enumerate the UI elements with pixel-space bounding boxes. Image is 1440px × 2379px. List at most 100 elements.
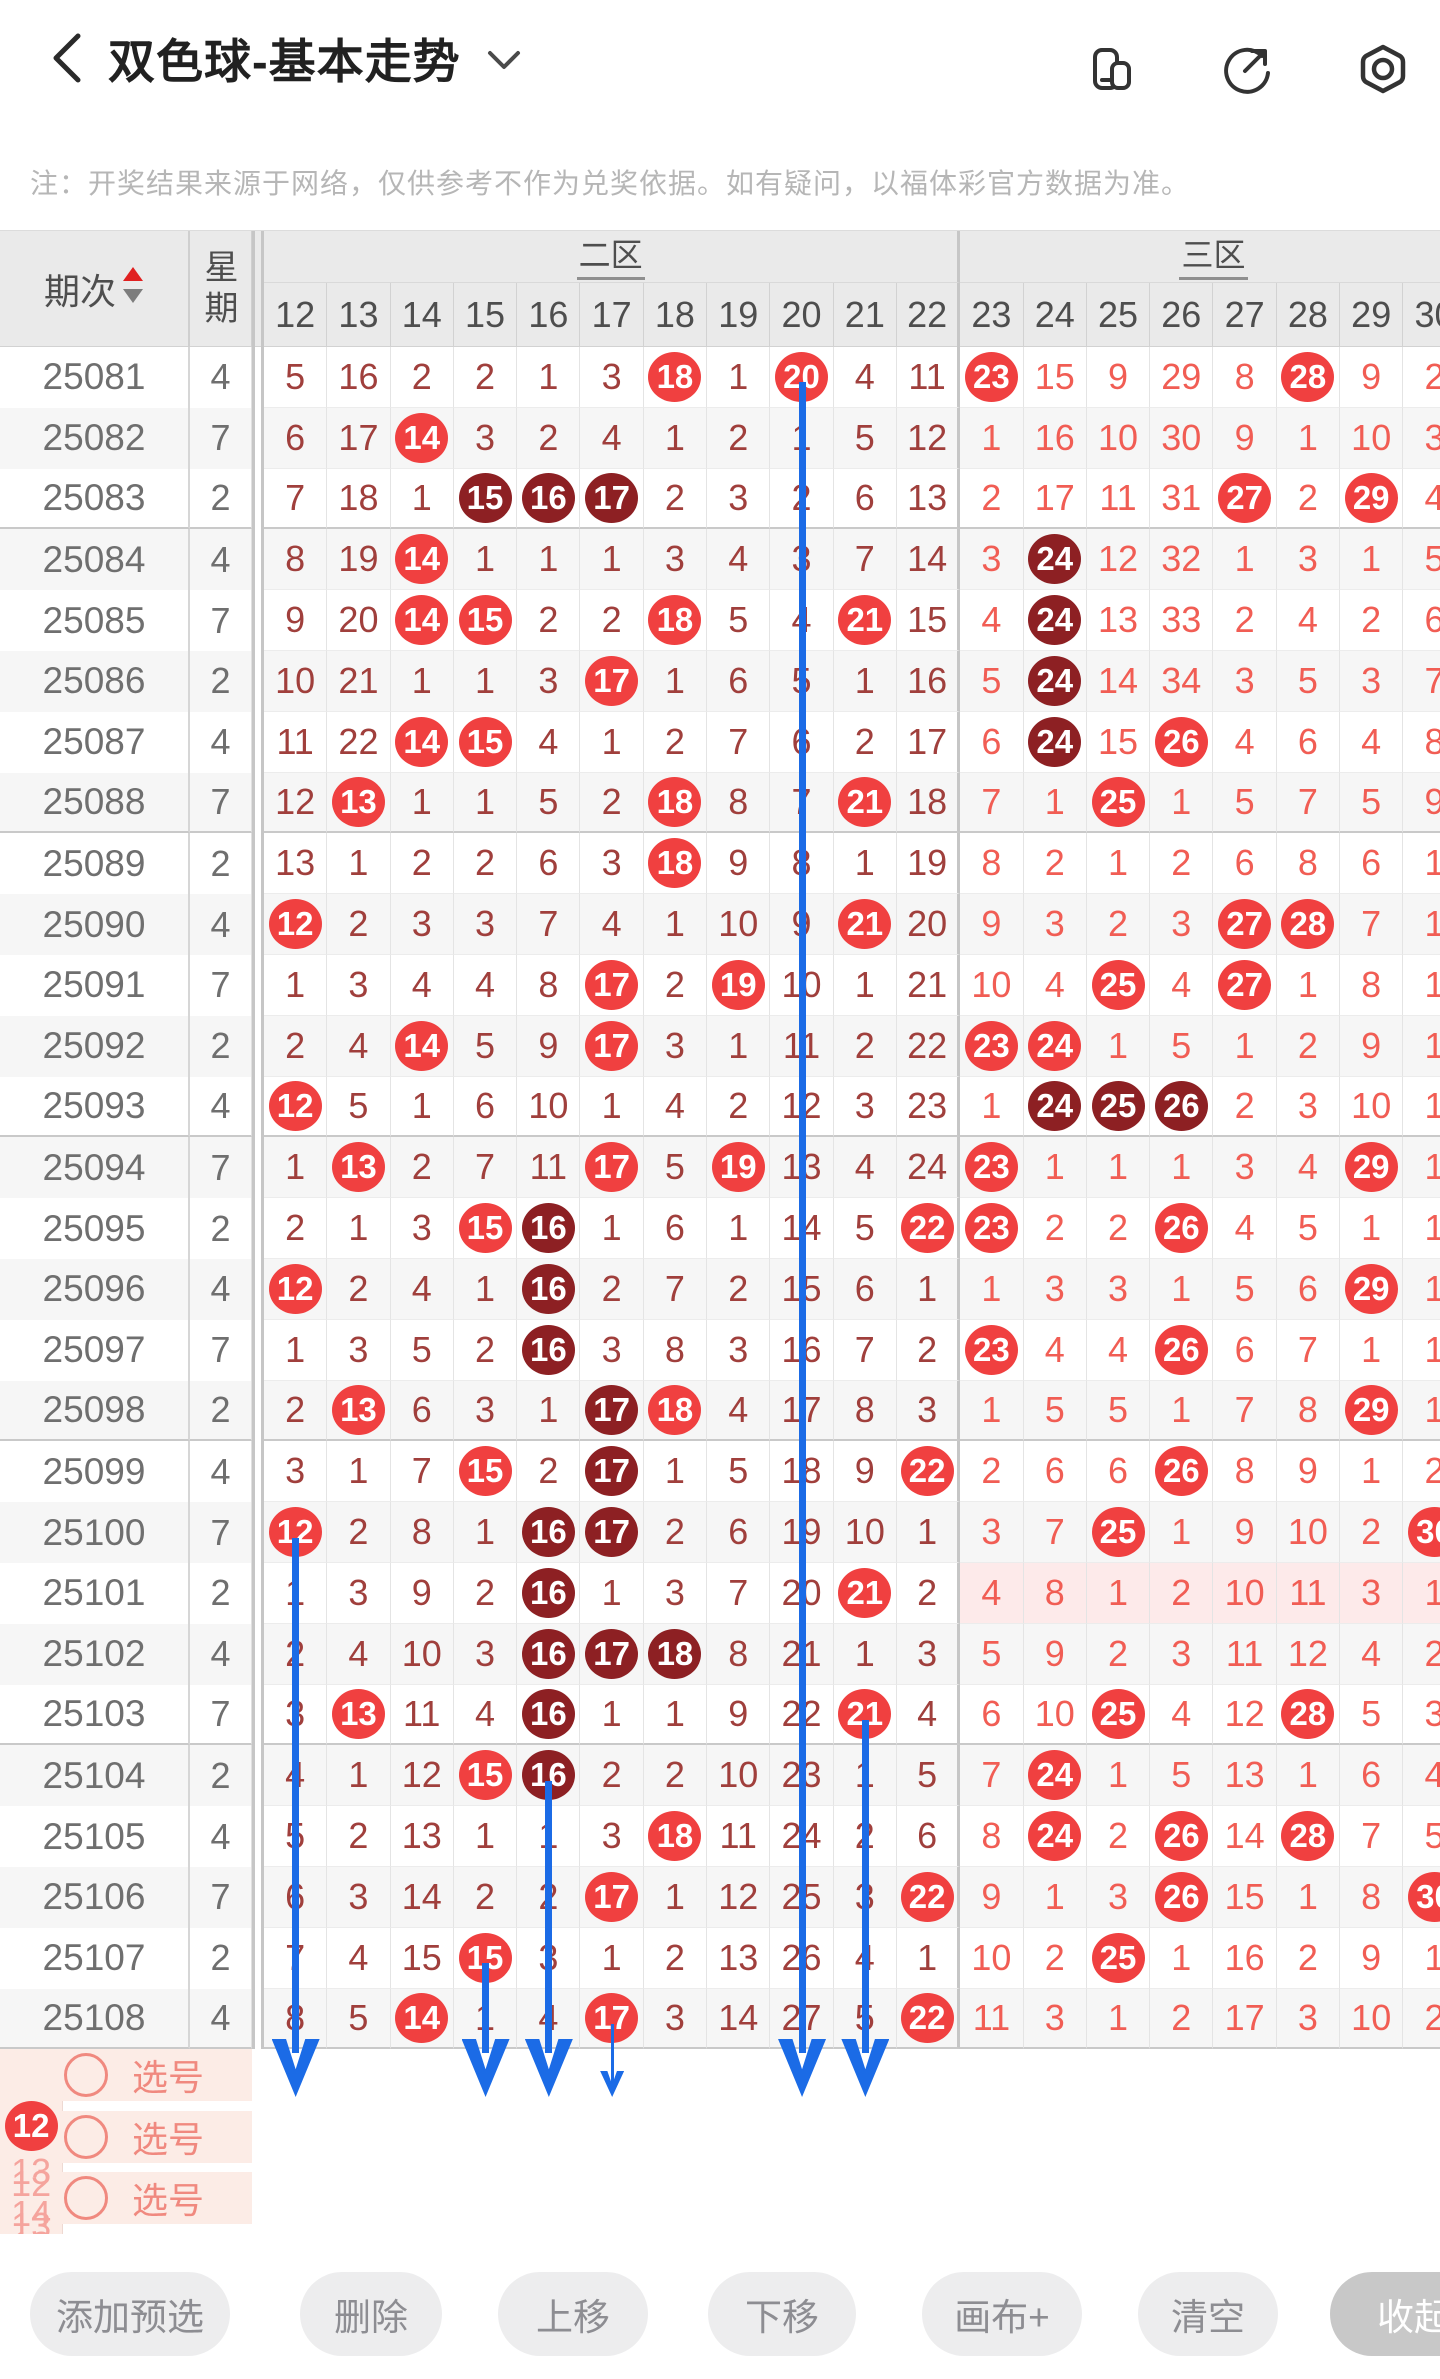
trend-cell: 1 [833,1745,897,1807]
number-ball: 17 [585,472,639,523]
trend-cell: 32 [1150,529,1214,591]
trend-cell: 1 [833,650,897,712]
trend-cell: 7 [1213,1380,1277,1442]
trend-cell: 26 [1150,1198,1214,1259]
trend-cell: 12 [1213,1684,1277,1746]
number-ball[interactable]: 12 [4,2101,58,2152]
trend-cell: 1 [1276,1866,1341,1928]
toolbar-button-清空[interactable]: 清空 [1138,2272,1278,2356]
trend-cell: 1 [390,468,454,530]
trend-cell: 2 [1340,590,1404,651]
trend-cell: 3 [580,1806,644,1867]
trend-cell: 12 [264,772,328,834]
trend-cell: 27 [770,1988,834,2050]
trend-cell: 20 [896,894,961,955]
trend-cell: 29 [1340,468,1404,530]
trend-cell: 16 [327,347,391,408]
toolbar-button-画布+[interactable]: 画布+ [922,2272,1082,2356]
column-header-20: 20 [770,283,834,347]
number-ball: 25 [1091,1507,1145,1558]
pick-radio-icon[interactable] [64,2053,108,2098]
trend-cell: 12 [264,894,328,955]
trend-cell: 2 [453,1319,518,1381]
trend-cell: 6 [960,711,1024,773]
toolbar-button-下移[interactable]: 下移 [708,2272,856,2356]
trend-cell: 1 [1086,1562,1151,1624]
share-icon[interactable] [1218,40,1276,98]
number-ball: 28 [1281,1688,1335,1739]
trend-cell: 7 [770,772,834,834]
week-cell: 7 [190,1684,252,1746]
trend-cell: 15 [453,711,518,773]
toolbar-button-收起[interactable]: 收起 [1330,2272,1440,2356]
number-ball: 15 [458,1932,512,1983]
trend-cell: 17 [580,1866,644,1928]
window-switch-icon[interactable] [1082,40,1140,98]
trend-cell: 29 [1340,1137,1404,1199]
period-sort-header[interactable]: 期次 [0,231,190,347]
trend-cell: 15 [453,1927,518,1989]
trend-cell: 5 [264,347,328,408]
trend-cell: 10 [517,1076,581,1138]
trend-cell: 5 [327,1988,391,2050]
pick-cell[interactable]: 12 [0,2162,64,2205]
toolbar-button-上移[interactable]: 上移 [498,2272,648,2356]
trend-cell: 29 [1150,347,1214,408]
title-dropdown[interactable]: 双色球-基本走势 [108,22,521,92]
back-icon[interactable] [46,30,90,86]
trend-cell: 1 [1403,1137,1440,1199]
trend-cell: 5 [1276,1198,1341,1259]
number-ball: 21 [838,1567,892,1618]
trend-cell: 4 [960,1562,1024,1624]
pick-row-label: 选号 [132,2179,205,2221]
number-ball: 12 [268,1080,322,1131]
trend-cell: 2 [327,1806,391,1867]
trend-cell: 9 [517,1015,581,1077]
pick-row-selector[interactable]: 选号 [0,2049,252,2102]
trend-cell: 4 [1150,954,1214,1016]
trend-cell: 19 [707,954,771,1016]
settings-icon[interactable] [1354,40,1412,98]
table-row: 25093 4 12 5 1 6 10 1 4 2 12 3 23 1 24 25 26 2 3 10 1 [0,1076,1440,1138]
trend-cell: 1 [643,407,708,469]
pick-radio-icon[interactable] [64,2175,108,2220]
trend-cell: 3 [833,1076,897,1138]
week-cell: 2 [190,1198,252,1259]
table-row: 25085 7 9 20 14 15 2 2 18 5 4 21 15 4 24 13 33 2 4 2 6 [0,590,1440,651]
trend-cell: 13 [327,1137,391,1199]
period-cell: 25090 [0,894,190,955]
trend-cell: 5 [327,1076,391,1138]
toolbar-button-删除[interactable]: 删除 [300,2272,442,2356]
trend-cell: 10 [390,1623,454,1685]
trend-cell: 24 [896,1137,961,1199]
pick-radio-icon[interactable] [64,2114,108,2159]
trend-cell: 16 [896,650,961,712]
trend-cell: 18 [643,347,708,408]
number-ball: 18 [648,1384,702,1435]
frozen-pane-divider [252,772,264,834]
trend-cell: 12 [770,1076,834,1138]
trend-cell: 8 [960,833,1024,895]
trend-cell: 4 [327,1623,391,1685]
week-cell: 4 [190,1988,252,2050]
trend-cell: 4 [327,1015,391,1077]
trend-cell: 8 [517,954,581,1016]
week-cell: 2 [190,1380,252,1442]
number-ball: 13 [331,1142,385,1193]
frozen-pane-divider [252,407,264,469]
toolbar-button-添加预选[interactable]: 添加预选 [30,2272,230,2356]
trend-cell: 10 [264,650,328,712]
trend-cell: 17 [1023,468,1087,530]
trend-cell: 2 [833,1806,897,1867]
trend-cell: 3 [1086,1866,1151,1928]
trend-cell: 1 [1403,1198,1440,1259]
trend-cell: 23 [896,1076,961,1138]
trend-cell: 3 [264,1684,328,1746]
trend-cell: 9 [1340,1927,1404,1989]
number-ball: 17 [585,1507,639,1558]
period-cell: 25082 [0,407,190,469]
trend-cell: 2 [1276,1015,1341,1077]
pick-number-rows: 选号1213141516171819202122232425262728293选… [0,2049,1440,2379]
trend-cell: 10 [960,1927,1024,1989]
frozen-pane-divider [252,590,264,651]
